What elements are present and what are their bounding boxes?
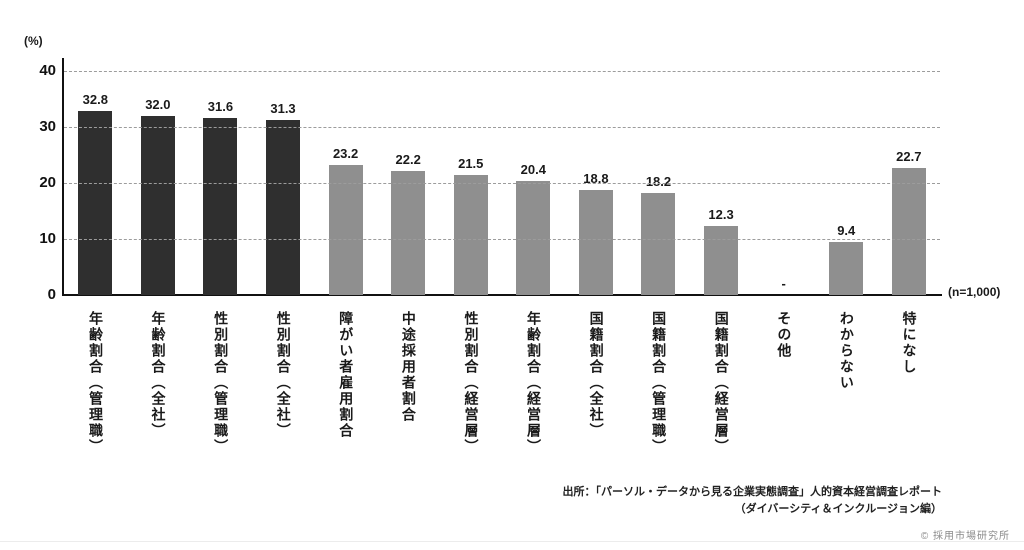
category-label: 障がい者雇用割合 — [338, 311, 355, 439]
category-label: 国籍割合（経営層） — [713, 311, 730, 455]
source-line-1: 出所：「パーソル・データから見る企業実態調査」人的資本経営調査レポート — [562, 486, 943, 498]
y-tick-label: 0 — [47, 286, 56, 303]
bar-slot: 12.3 国籍割合（経営層） — [690, 71, 753, 461]
bar-value-label: 9.4 — [837, 223, 856, 239]
bar-value-label: 21.5 — [458, 155, 484, 171]
sample-size-label: (n=1,000) — [948, 285, 1001, 299]
bar-slot: 18.8 国籍割合（全社） — [565, 71, 628, 461]
copyright-note: © 採用市場研究所 — [920, 531, 1010, 542]
bar — [391, 170, 426, 295]
bar — [641, 193, 676, 295]
bar-value-label: 32.0 — [145, 96, 171, 112]
category-label: 年齢割合（管理職） — [87, 311, 104, 455]
bar — [578, 189, 613, 295]
y-tick-label: 30 — [39, 118, 56, 135]
gridline-40 — [64, 71, 940, 72]
bar — [453, 174, 488, 295]
bar-slot: 32.0 年齢割合（全社） — [127, 71, 190, 461]
bar-slot: 9.4 わからない — [815, 71, 878, 461]
bottom-divider — [0, 541, 1024, 542]
category-label: わからない — [838, 311, 855, 391]
source-line-2: （ダイバーシティ＆インクルージョン編） — [734, 503, 942, 515]
category-label: 性別割合（経営層） — [463, 311, 480, 455]
bar — [266, 119, 301, 295]
category-label: 特になし — [901, 311, 918, 375]
category-label: 国籍割合（全社） — [588, 311, 605, 439]
bar — [891, 167, 926, 295]
category-label: 性別割合（全社） — [275, 311, 292, 439]
gridline-10 — [64, 239, 940, 240]
y-axis-unit-label: (%) — [24, 34, 43, 48]
bar-slot: 31.6 性別割合（管理職） — [189, 71, 252, 461]
category-label: 国籍割合（管理職） — [651, 311, 668, 455]
category-label: 年齢割合（経営層） — [526, 311, 543, 455]
source-note: 出所：「パーソル・データから見る企業実態調査」人的資本経営調査レポート （ダイバ… — [563, 484, 943, 518]
bar-value-label: 32.8 — [82, 92, 108, 108]
bar — [704, 226, 739, 295]
bar — [829, 242, 864, 295]
bar-value-label: 20.4 — [520, 161, 546, 177]
bar-value-label: 22.7 — [896, 148, 922, 164]
bar-value-label: 31.6 — [207, 99, 234, 115]
bar-slot: 18.2 国籍割合（管理職） — [627, 71, 690, 461]
category-label: 年齢割合（全社） — [150, 311, 167, 439]
bar-slot: 21.5 性別割合（経営層） — [439, 71, 502, 461]
bar-value-label: 23.2 — [332, 146, 359, 162]
bar-value-label: 18.2 — [645, 174, 672, 190]
bar-slot: 20.4 年齢割合（経営層） — [502, 71, 565, 461]
category-label: その他 — [776, 311, 793, 359]
y-tick-label: 40 — [39, 62, 56, 79]
bar-slot: 23.2 障がい者雇用割合 — [314, 71, 377, 461]
bar-value-label: 31.3 — [270, 100, 296, 116]
bars-container: 32.8 年齢割合（管理職） 32.0 年齢割合（全社） 31.6 性別割合（管理職） 31… — [64, 71, 940, 461]
bar-slot: 22.7 特になし — [878, 71, 941, 461]
bar-value-label: - — [781, 276, 786, 291]
x-axis-line — [62, 294, 942, 296]
gridline-20 — [64, 183, 940, 184]
bar — [78, 111, 113, 295]
bar — [328, 165, 363, 295]
y-tick-label: 20 — [39, 174, 56, 191]
bar — [140, 115, 175, 295]
bar-value-label: 12.3 — [708, 207, 734, 223]
gridline-30 — [64, 127, 940, 128]
bar-slot: 32.8 年齢割合（管理職） — [64, 71, 127, 461]
bar-slot: 31.3 性別割合（全社） — [252, 71, 315, 461]
y-tick-label: 10 — [39, 230, 56, 247]
bar-slot: 22.2 中途採用者割合 — [377, 71, 440, 461]
category-label: 性別割合（管理職） — [213, 311, 230, 455]
y-axis-line — [62, 58, 64, 296]
bar-value-label: 18.8 — [583, 170, 609, 186]
bar-slot: - その他 — [752, 71, 815, 461]
bar — [203, 118, 238, 295]
bar — [516, 180, 551, 295]
category-label: 中途採用者割合 — [400, 311, 417, 423]
bar-value-label: 22.2 — [395, 151, 421, 167]
